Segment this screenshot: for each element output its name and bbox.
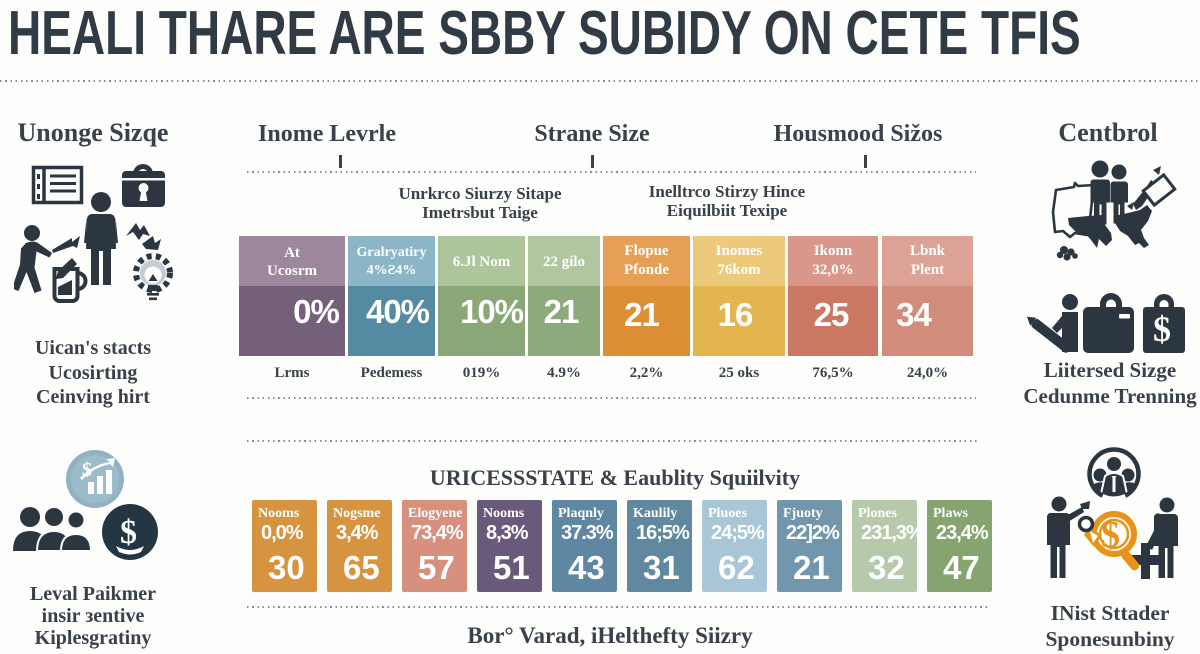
svg-text:$: $ [1153, 309, 1171, 349]
svg-text:$: $ [1101, 514, 1120, 556]
svg-text:$: $ [120, 514, 137, 551]
svg-text:$: $ [82, 459, 92, 481]
